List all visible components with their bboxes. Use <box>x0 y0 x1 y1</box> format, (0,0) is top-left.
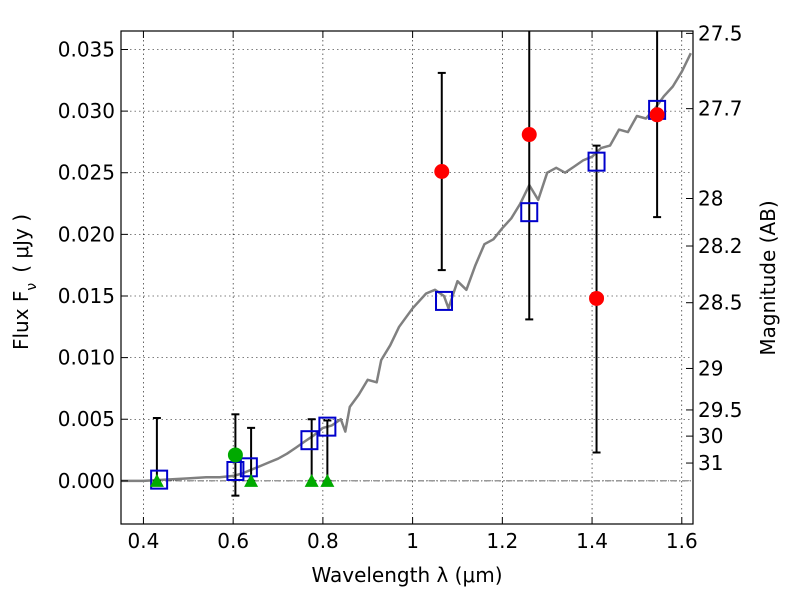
error-bars <box>152 31 662 497</box>
grid <box>121 31 693 524</box>
data-markers <box>149 99 667 490</box>
model-photometry-box <box>300 430 319 451</box>
x-tick-label: 1.4 <box>576 529 608 553</box>
observed-flux-point <box>521 127 537 143</box>
low-detection-point <box>227 447 243 463</box>
upper-limit-marker <box>304 473 319 487</box>
y-tick-label: 0.030 <box>58 99 115 123</box>
y-tick-label: 0.005 <box>58 407 115 431</box>
x-tick-label: 0.6 <box>217 529 249 553</box>
x-tick-label: 1.6 <box>666 529 698 553</box>
upper-limit-marker <box>244 473 259 487</box>
magnitude-tick-label: 27.5 <box>698 21 743 45</box>
plot-frame <box>120 30 694 525</box>
magnitude-axis-label: Magnitude (AB) <box>756 200 780 355</box>
x-axis-ticks: 0.4 0.6 0.8 1 1.2 1.4 1.6 <box>128 31 698 553</box>
magnitude-tick-label: 29.5 <box>698 398 743 422</box>
x-tick-label: 0.8 <box>307 529 339 553</box>
y-axis-label: Flux Fν ( μJy ) <box>9 214 40 350</box>
y-tick-label: 0.035 <box>58 37 115 61</box>
magnitude-tick-label: 28 <box>698 187 723 211</box>
y-axis-label-unit: ( μJy ) <box>9 214 33 273</box>
model-photometry-box <box>587 151 606 172</box>
model-photometry-box <box>435 290 454 311</box>
model-photometry-box <box>318 416 337 437</box>
svg-text:Flux Fν( μJy ): Flux Fν ( μJy ) <box>9 214 40 350</box>
model-photometry-box <box>520 202 539 223</box>
y-axis-label-subscript: ν <box>24 283 40 291</box>
y-axis-label-main: Flux F <box>9 291 33 350</box>
upper-limit-marker <box>149 473 164 487</box>
y-tick-label: 0.010 <box>58 346 115 370</box>
magnitude-tick-label: 30 <box>698 424 723 448</box>
model-photometry-box <box>150 469 169 490</box>
observed-flux-point <box>649 107 665 123</box>
x-tick-label: 1 <box>406 529 419 553</box>
y-tick-label: 0.025 <box>58 161 115 185</box>
observed-flux-point <box>589 290 605 306</box>
y-axis-ticks: 0.000 0.005 0.010 0.015 0.020 0.025 0.030 0.035 <box>58 37 128 493</box>
model-photometry-box <box>239 457 258 478</box>
model-sed-line <box>121 52 692 483</box>
x-axis-label: Wavelength λ (μm) <box>311 563 502 587</box>
model-sed-series <box>121 52 692 483</box>
x-tick-label: 1.2 <box>486 529 518 553</box>
magnitude-tick-label: 28.2 <box>698 234 743 258</box>
y-tick-label: 0.000 <box>58 469 115 493</box>
y-tick-label: 0.015 <box>58 284 115 308</box>
magnitude-tick-label: 28.5 <box>698 291 743 315</box>
observed-flux-point <box>434 164 450 180</box>
magnitude-tick-label: 27.7 <box>698 97 743 121</box>
upper-limit-marker <box>320 473 335 487</box>
magnitude-tick-label: 29 <box>698 356 723 380</box>
y-tick-label: 0.020 <box>58 222 115 246</box>
x-tick-label: 0.4 <box>128 529 160 553</box>
magnitude-axis-ticks: 27.5 27.7 28 28.2 28.5 29 29.530 31 <box>686 21 743 475</box>
magnitude-tick-label: 31 <box>698 451 723 475</box>
